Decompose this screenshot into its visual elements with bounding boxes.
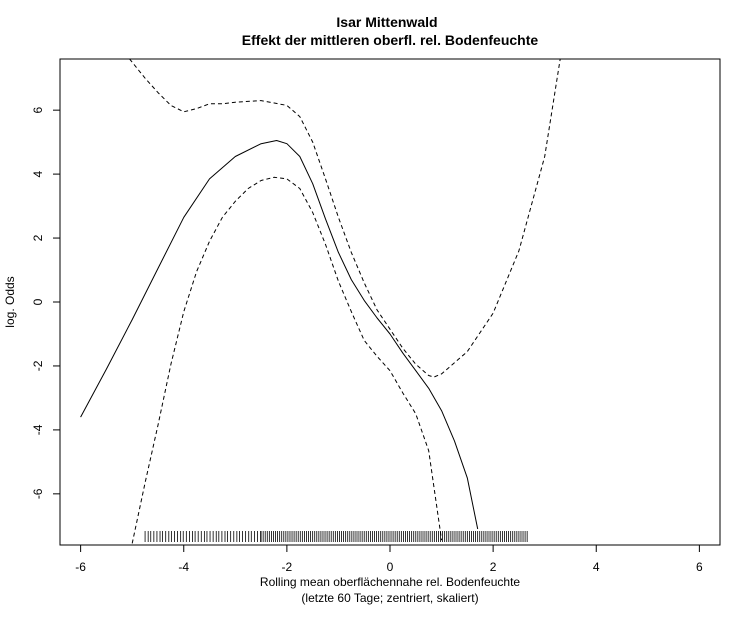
y-tick-label: 6: [31, 107, 45, 114]
y-axis-label: log. Odds: [3, 276, 17, 327]
y-axis: -6 -4 -2 0 2 4 6: [31, 107, 60, 499]
x-axis-label: Rolling mean oberflächennahe rel. Bodenf…: [260, 575, 521, 589]
chart-subtitle: Effekt der mittleren oberfl. rel. Bodenf…: [242, 32, 539, 48]
x-tick-label: 2: [490, 560, 497, 574]
y-tick-label: 0: [31, 298, 45, 305]
effect-line: [80, 140, 479, 530]
rug-marks: [144, 531, 528, 542]
upper-band-line: [129, 59, 561, 378]
x-tick-label: -4: [178, 560, 189, 574]
lower-band-line: [131, 176, 443, 544]
x-tick-label: 0: [387, 560, 394, 574]
x-tick-label: -6: [75, 560, 86, 574]
y-tick-label: 4: [31, 170, 45, 177]
y-tick-label: -4: [31, 424, 45, 435]
chart-title: Isar Mittenwald: [336, 14, 437, 30]
y-tick-label: -6: [31, 488, 45, 499]
x-axis: -6 -4 -2 0 2 4 6: [75, 545, 703, 574]
x-axis-label-line2: (letzte 60 Tage; zentriert, skaliert): [301, 591, 478, 605]
effect-lines: [80, 59, 561, 544]
x-tick-label: 4: [593, 560, 600, 574]
x-tick-label: 6: [696, 560, 703, 574]
y-tick-label: 2: [31, 234, 45, 241]
plot-frame: [59, 58, 721, 546]
y-tick-label: -2: [31, 360, 45, 371]
x-tick-label: -2: [282, 560, 293, 574]
